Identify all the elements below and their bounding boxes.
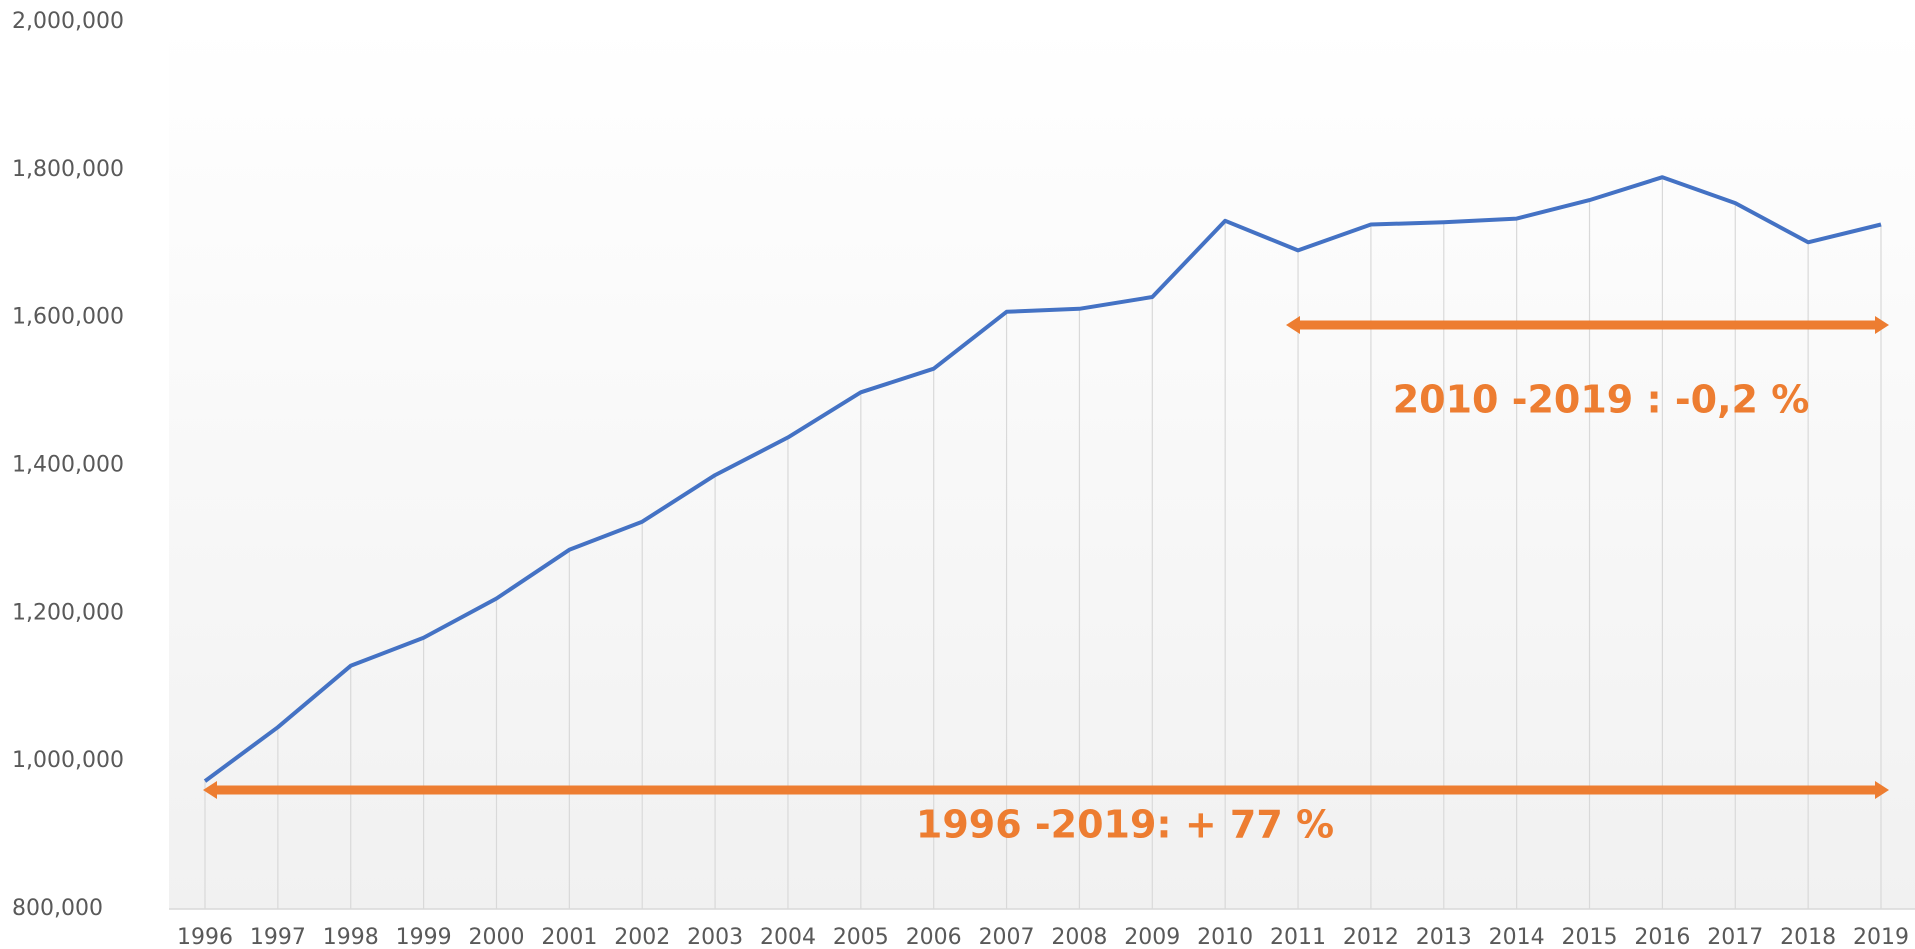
plot-background	[169, 22, 1915, 909]
y-tick-label: 1,000,000	[12, 748, 124, 773]
y-tick-label: 800,000	[12, 896, 103, 921]
series-line	[203, 175, 1882, 783]
x-tick-label: 2018	[1780, 925, 1836, 949]
x-tick-label: 2016	[1634, 925, 1690, 949]
x-tick-label: 2005	[833, 925, 889, 949]
annotation: 2010 -2019 : -0,2 %	[1393, 378, 1810, 422]
x-tick-label: 2008	[1051, 925, 1107, 949]
y-tick-label: 2,000,000	[12, 9, 124, 34]
x-tick-label: 1997	[250, 925, 306, 949]
arrow-head	[1875, 781, 1889, 799]
x-tick-label: 2011	[1270, 925, 1326, 949]
annotations: 2010 -2019 : -0,2 % 1996 -2019: + 77 %	[203, 316, 1889, 847]
x-tick-label: 2002	[614, 925, 670, 949]
x-tick-label: 2017	[1707, 925, 1763, 949]
y-tick-label: 1,200,000	[12, 600, 124, 625]
arrow-head	[203, 781, 217, 799]
x-tick-label: 2000	[468, 925, 524, 949]
x-tick-label: 2015	[1562, 925, 1618, 949]
y-tick-label: 1,400,000	[12, 453, 124, 478]
x-tick-label: 2004	[760, 925, 816, 949]
y-tick-label: 1,800,000	[12, 157, 124, 182]
x-tick-label: 2019	[1853, 925, 1909, 949]
x-tick-label: 1998	[323, 925, 379, 949]
annotation: 1996 -2019: + 77 %	[916, 803, 1334, 847]
x-tick-label: 2003	[687, 925, 743, 949]
y-tick-label: 1,600,000	[12, 305, 124, 330]
x-tick-label: 2014	[1489, 925, 1545, 949]
x-tick-label: 1999	[396, 925, 452, 949]
arrow-head	[1875, 316, 1889, 334]
x-tick-label: 2006	[906, 925, 962, 949]
x-tick-label: 1996	[177, 925, 233, 949]
x-tick-label: 2013	[1416, 925, 1472, 949]
x-tick-label: 2012	[1343, 925, 1399, 949]
x-tick-label: 2001	[541, 925, 597, 949]
arrow-head	[1286, 316, 1300, 334]
x-tick-label: 2009	[1124, 925, 1180, 949]
x-tick-label: 2010	[1197, 925, 1253, 949]
x-tick-label: 2007	[979, 925, 1035, 949]
